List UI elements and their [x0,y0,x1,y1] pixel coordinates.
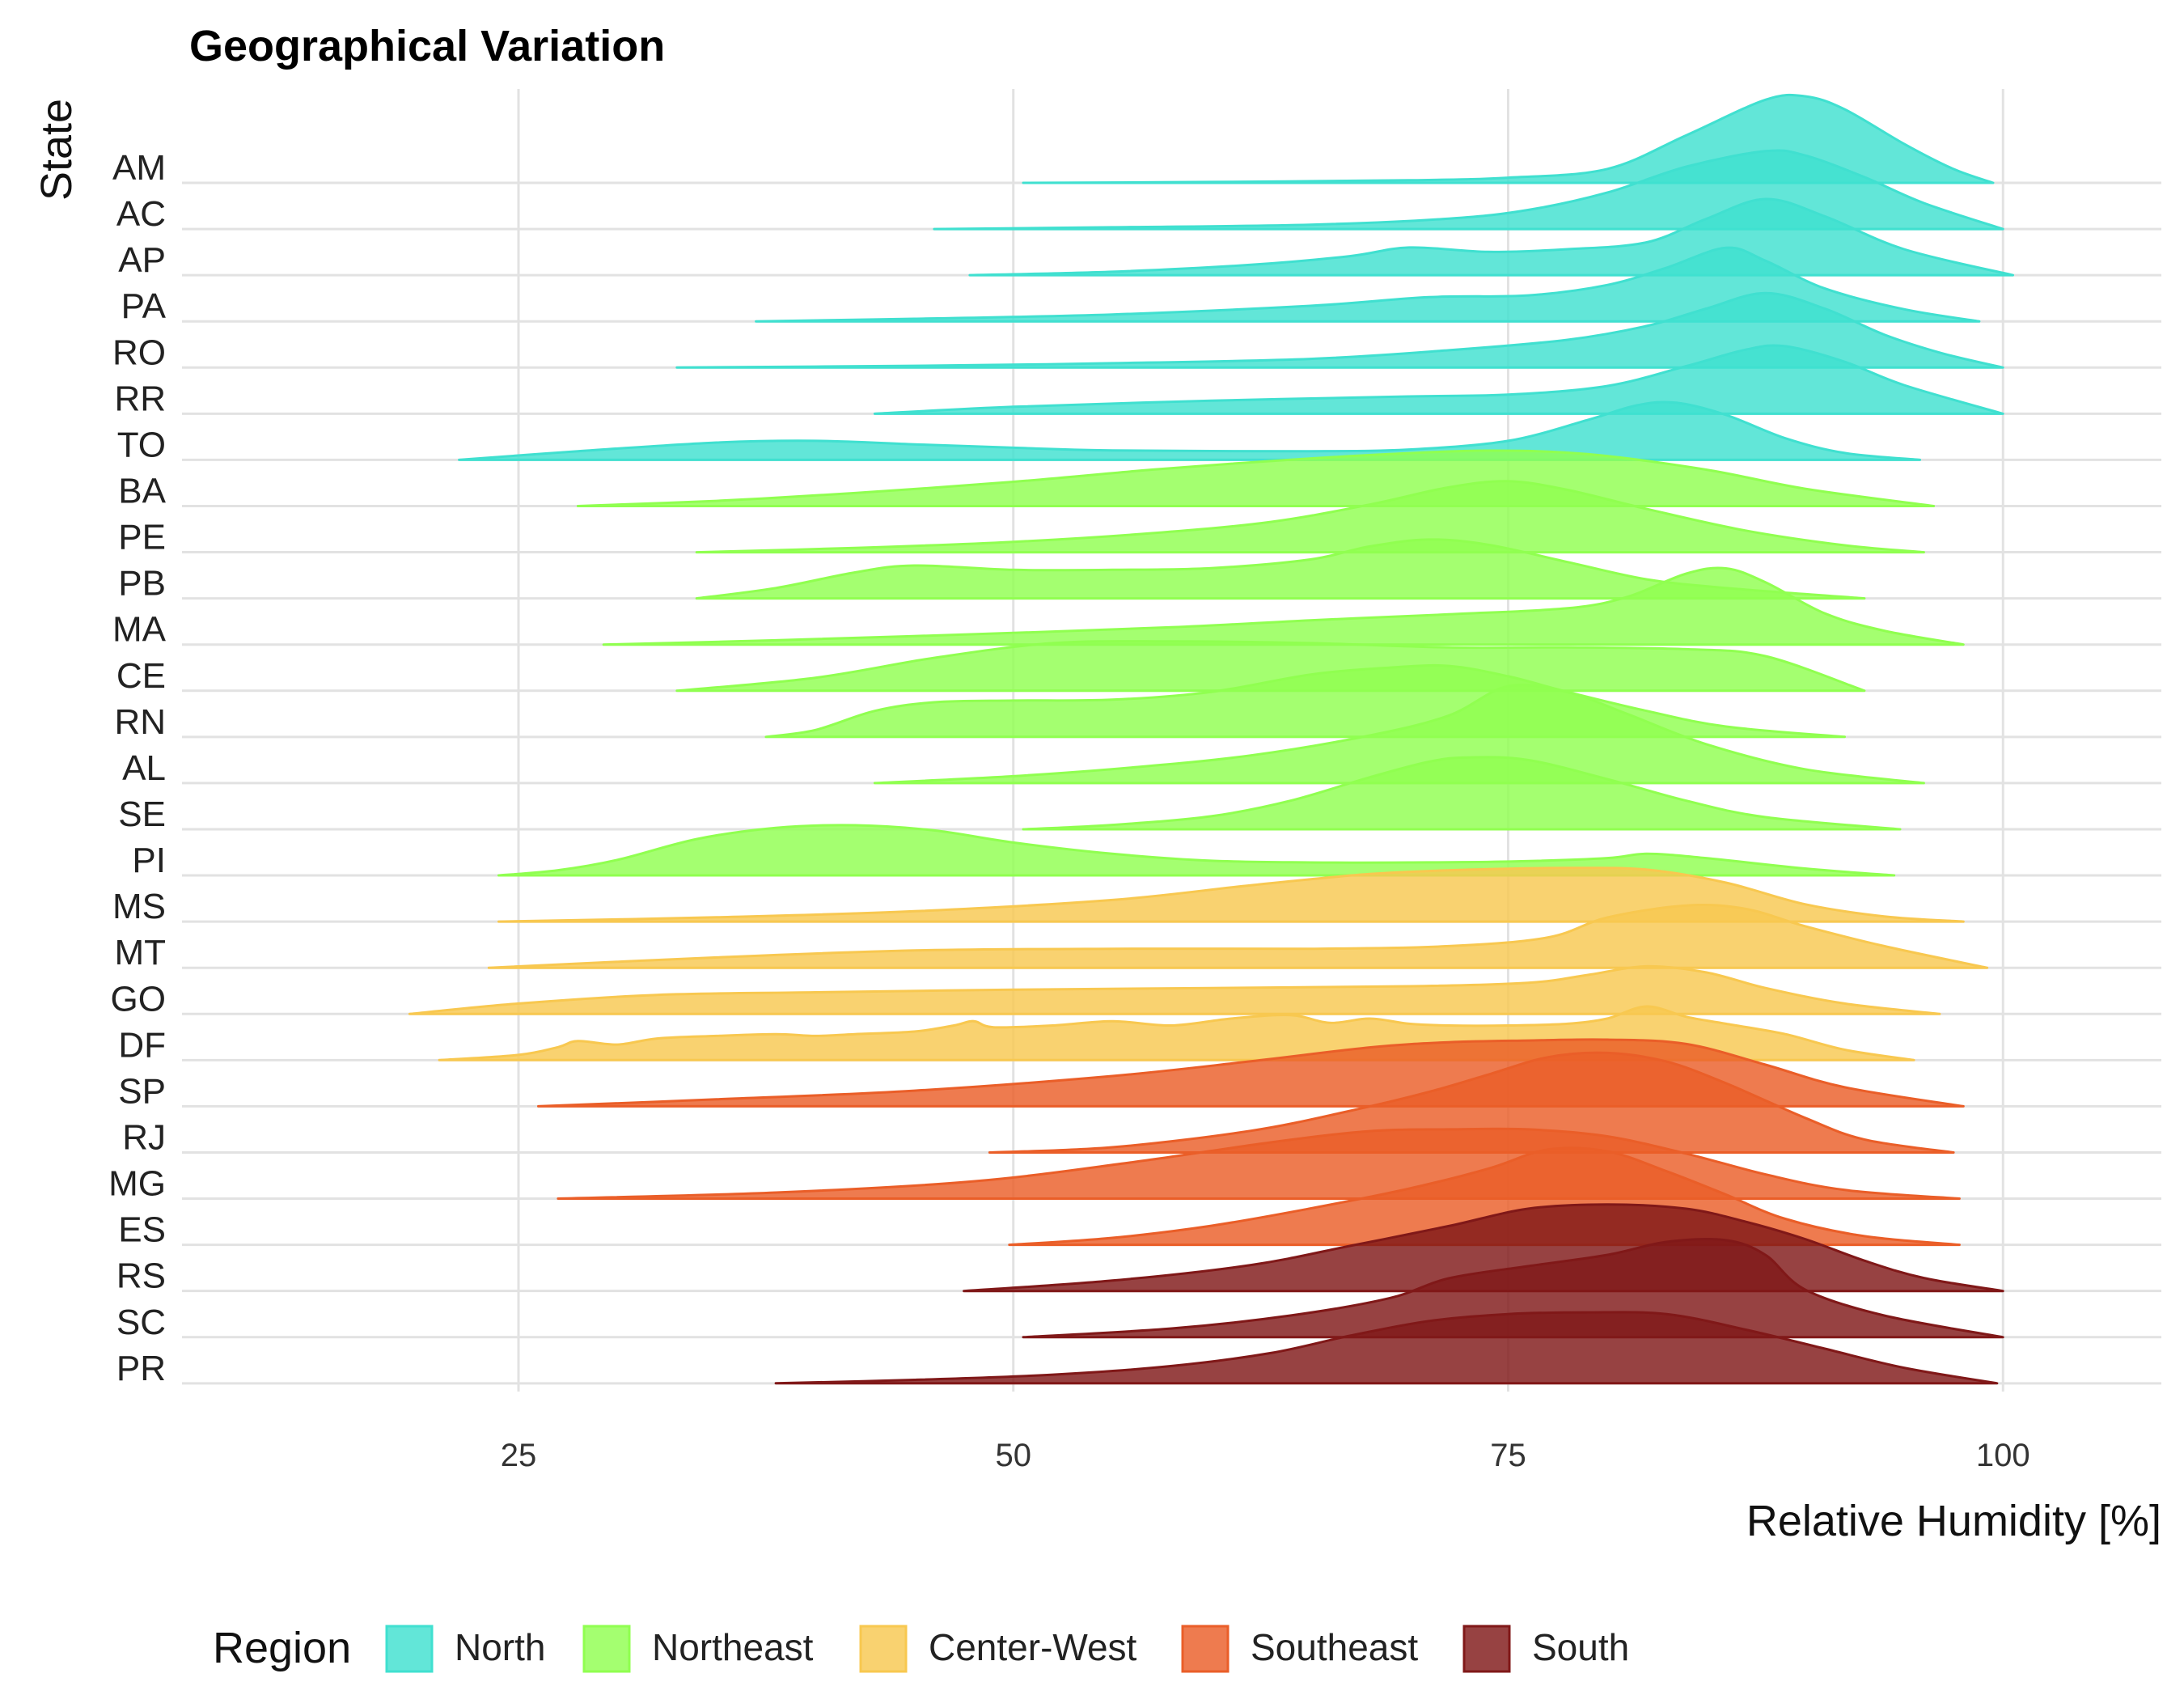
legend-label-northeast: Northeast [652,1626,814,1668]
legend-label-center-west: Center-West [929,1626,1137,1668]
state-label-ce: CE [116,656,166,696]
ridge-rj [988,1051,1955,1154]
legend-title: Region [213,1624,351,1672]
state-label-sp: SP [118,1071,166,1111]
state-label-pa: PA [121,286,167,326]
state-label-ap: AP [118,240,166,280]
state-label-ac: AC [116,194,166,234]
legend-key-northeast [582,1625,631,1673]
legend-key-north [385,1625,434,1673]
legend-label-south: South [1532,1626,1629,1668]
state-label-ma: MA [112,610,167,650]
state-label-mt: MT [114,933,166,972]
ridge-al [873,683,1925,785]
x-tick-label-25: 25 [501,1438,537,1473]
ridge-pb [695,538,1866,600]
x-tick-label-75: 75 [1490,1438,1526,1473]
legend-key-center-west [859,1625,908,1673]
chart-title: Geographical Variation [189,22,665,70]
ridge-sc [1022,1238,2004,1339]
legend-key-southeast [1181,1625,1230,1673]
state-label-es: ES [118,1210,166,1250]
state-label-rj: RJ [122,1117,166,1157]
y-axis-state-labels: AM AC AP PA RO RR TO BA PE PB MA CE RN AL SE PI MS MT GO DF… [108,148,167,1388]
state-label-ms: MS [112,887,166,926]
state-label-rr: RR [114,379,166,418]
ridge-pi [497,824,1896,877]
state-label-se: SE [118,794,166,834]
x-axis-tick-labels: 25 50 75 100 [501,1438,2030,1473]
x-tick-label-100: 100 [1976,1438,2030,1473]
state-label-to: TO [117,425,166,464]
ridge-ce [675,640,1866,693]
x-tick-label-50: 50 [995,1438,1031,1473]
state-label-rs: RS [116,1256,166,1296]
state-label-pb: PB [118,564,166,604]
legend-label-southeast: Southeast [1251,1626,1418,1668]
ridge-go [408,964,1941,1015]
ridge-ms [497,866,1965,923]
legend-label-north: North [455,1626,545,1668]
state-label-pr: PR [116,1349,166,1388]
state-label-df: DF [118,1025,166,1065]
legend: Region North Northeast Center-West Southeas… [213,1624,1629,1673]
ridge-mt [487,904,1989,969]
legend-key-south [1462,1625,1511,1673]
state-label-ba: BA [118,471,166,511]
ridge-ro [675,291,2004,369]
ridge-rr [873,344,2004,415]
x-axis-title: Relative Humidity [%] [1746,1497,2161,1545]
state-label-ro: RO [112,333,166,372]
state-label-sc: SC [116,1303,166,1342]
ridge-pa [755,246,1981,323]
ridge-to [458,400,1921,461]
state-label-rn: RN [114,702,166,742]
ridge-pr [774,1311,1999,1385]
density-ridges [408,93,2014,1385]
ridge-se [1022,756,1902,831]
state-label-mg: MG [108,1164,166,1204]
state-label-pe: PE [118,518,166,557]
state-label-am: AM [112,148,166,188]
ridge-ba [576,449,1936,507]
state-label-go: GO [111,979,166,1019]
y-axis-title: State [32,99,81,201]
ridge-pe [695,480,1925,554]
state-label-al: AL [122,748,166,788]
state-label-pi: PI [132,841,166,880]
ridge-ma [602,566,1965,646]
